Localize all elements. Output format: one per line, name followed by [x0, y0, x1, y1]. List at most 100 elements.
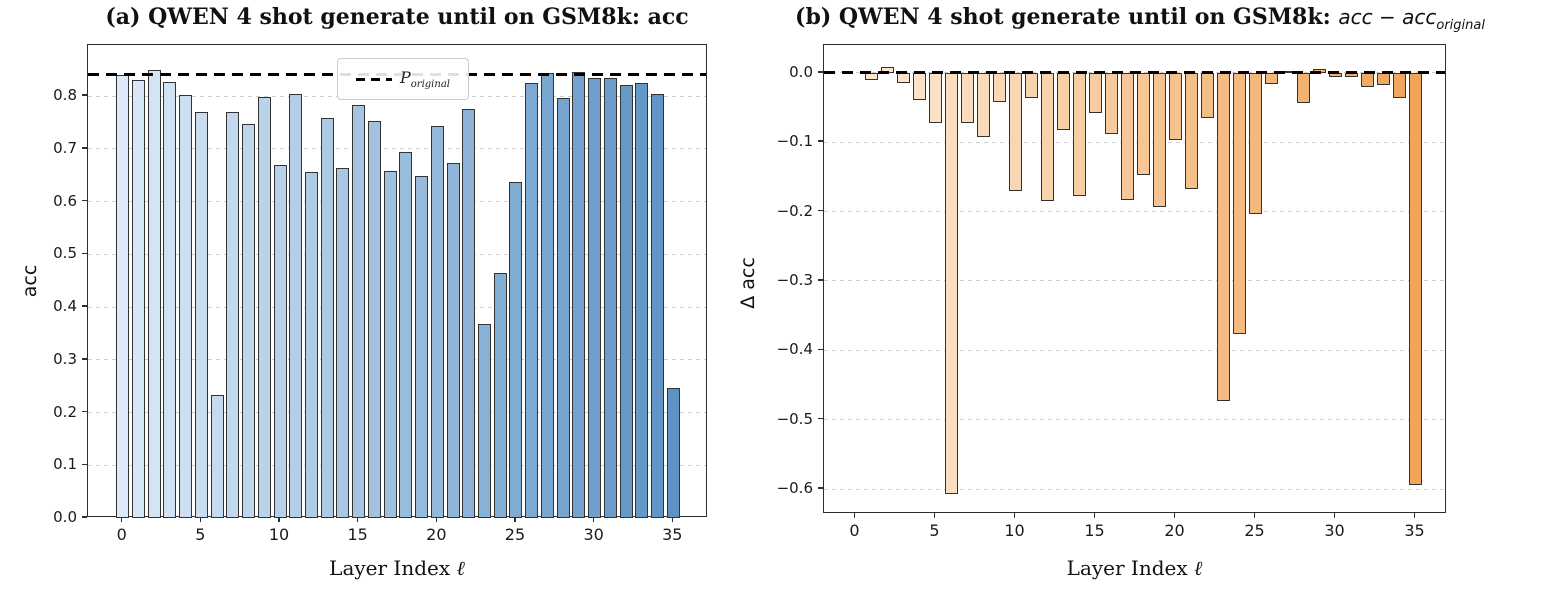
x-tick-label: 25 [1244, 521, 1265, 540]
bar-layer-11 [289, 94, 303, 518]
bar-layer-35 [1409, 72, 1422, 485]
x-tick-label: 10 [1004, 521, 1025, 540]
x-tick-label: 10 [268, 525, 290, 544]
panel-a-ylabel: acc [19, 264, 41, 298]
x-tick-label: 15 [1084, 521, 1105, 540]
bar-layer-11 [1025, 72, 1038, 99]
bar-layer-22 [462, 108, 476, 518]
gridline [88, 306, 706, 308]
y-tick-mark [818, 140, 823, 142]
panel-b-xlabel: Layer Index ℓ [1066, 556, 1203, 580]
bar-layer-24 [493, 272, 507, 518]
y-tick-label: −0.6 [776, 479, 813, 498]
x-tick-mark [853, 513, 856, 518]
x-tick-mark [435, 517, 438, 522]
bar-layer-3 [163, 82, 177, 518]
y-tick-mark [82, 410, 87, 413]
bar-layer-19 [415, 176, 429, 518]
x-tick-mark [1253, 513, 1256, 518]
x-tick-mark [933, 513, 936, 518]
panel-a-xlabel: Layer Index ℓ [329, 556, 465, 580]
y-tick-label: 0.6 [53, 191, 77, 210]
bar-layer-9 [257, 96, 271, 518]
bar-layer-7 [226, 112, 240, 518]
x-tick-label: 5 [929, 521, 940, 540]
panel-b-title-math: acc − accoriginal [1338, 5, 1485, 33]
bar-layer-23 [1217, 72, 1230, 401]
bar-layer-34 [1393, 72, 1406, 99]
gridline [824, 280, 1445, 282]
y-tick-mark [818, 279, 823, 281]
y-tick-mark [82, 252, 87, 255]
x-tick-label: 20 [426, 525, 447, 544]
reference-dashed-line [824, 71, 1445, 75]
dashed-line-sample [356, 77, 393, 81]
bar-layer-8 [977, 72, 990, 138]
y-tick-mark [82, 147, 87, 149]
bar-layer-0 [116, 74, 130, 518]
bar-layer-23 [478, 323, 492, 518]
x-tick-mark [1173, 513, 1176, 518]
bar-layer-9 [993, 72, 1006, 102]
y-tick-label: 0.8 [53, 86, 77, 105]
y-tick-mark [82, 516, 87, 518]
bar-layer-25 [1249, 72, 1262, 214]
bar-layer-25 [509, 181, 523, 518]
gridline [88, 412, 706, 414]
x-tick-mark [514, 517, 516, 522]
bar-layer-35 [666, 387, 680, 518]
y-tick-mark [82, 94, 87, 96]
bar-layer-4 [179, 95, 193, 518]
y-tick-mark [818, 209, 823, 212]
panel-a-title: (a) QWEN 4 shot generate until on GSM8k:… [87, 4, 707, 30]
bar-layer-3 [897, 72, 910, 84]
gridline [88, 148, 706, 150]
y-tick-mark [818, 487, 823, 489]
bar-layer-16 [1105, 72, 1118, 135]
y-tick-mark [818, 348, 823, 351]
y-tick-label: 0.5 [53, 244, 77, 263]
bar-layer-33 [635, 83, 649, 518]
bar-layer-17 [383, 171, 397, 518]
x-tick-mark [356, 517, 359, 522]
x-tick-label: 0 [849, 521, 860, 540]
y-tick-mark [818, 71, 823, 73]
bar-layer-10 [1009, 72, 1022, 192]
gridline [824, 419, 1445, 421]
bar-layer-20 [1169, 72, 1182, 141]
x-tick-mark [671, 517, 674, 522]
bar-layer-5 [194, 112, 208, 518]
bar-layer-18 [399, 152, 413, 518]
x-tick-mark [592, 517, 595, 522]
bar-layer-1 [131, 79, 145, 518]
bar-layer-5 [929, 72, 942, 123]
bar-layer-13 [320, 117, 334, 518]
panel-b-title-text: (b) QWEN 4 shot generate until on GSM8k: [795, 4, 1331, 30]
gridline [824, 488, 1445, 490]
bar-layer-7 [961, 72, 974, 123]
y-tick-label: −0.1 [776, 132, 813, 151]
x-tick-mark [1013, 513, 1016, 518]
bar-layer-2 [147, 70, 161, 518]
bar-layer-28 [556, 97, 570, 518]
x-tick-mark [1093, 513, 1096, 518]
bar-layer-20 [430, 125, 444, 518]
bar-layer-15 [1089, 72, 1102, 113]
legend-label: Poriginal [400, 67, 450, 91]
bar-layer-28 [1297, 72, 1310, 104]
x-tick-mark [1413, 513, 1416, 518]
legend: Poriginal [337, 58, 469, 100]
x-tick-label: 20 [1164, 521, 1185, 540]
y-tick-label: −0.5 [776, 409, 813, 428]
bar-layer-27 [540, 73, 554, 518]
bar-layer-19 [1153, 72, 1166, 207]
bar-layer-14 [336, 168, 350, 518]
x-tick-label: 0 [116, 525, 127, 544]
gridline [824, 211, 1445, 212]
bar-layer-18 [1137, 72, 1150, 175]
bar-layer-29 [572, 71, 586, 518]
gridline [88, 359, 706, 361]
bar-layer-22 [1201, 72, 1214, 118]
x-tick-mark [278, 517, 280, 522]
